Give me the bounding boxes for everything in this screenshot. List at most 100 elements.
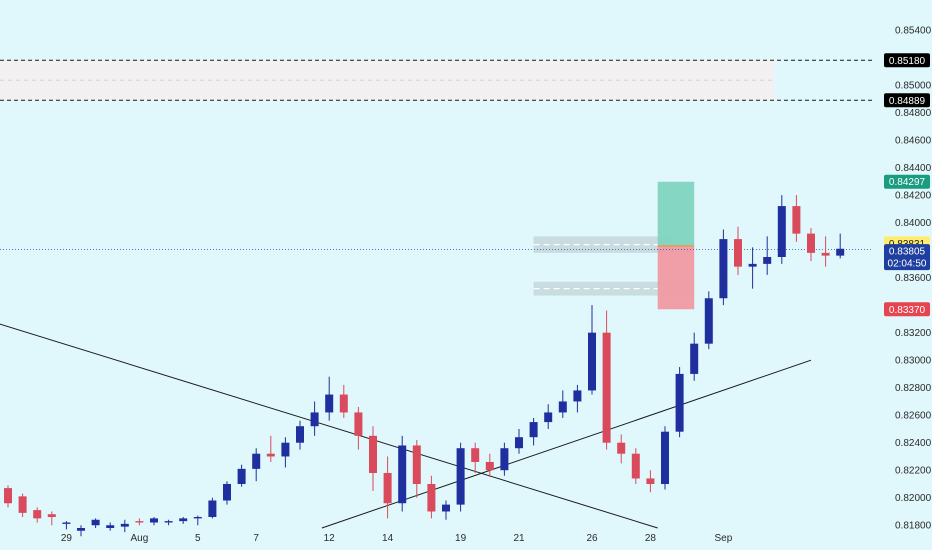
- candle-body: [442, 504, 450, 512]
- candle-body: [529, 422, 538, 438]
- axes-layer: 0.85400 0.85000 0.84800 0.84600 0.84400 0.842…: [61, 26, 932, 544]
- candle-body: [690, 343, 699, 374]
- candle-body: [558, 401, 567, 413]
- candle-body: [471, 448, 480, 462]
- resistance-bottom-tag-text: 0.84889: [889, 96, 926, 107]
- resistance-top-tag: 0.85180: [884, 53, 930, 68]
- candle-body: [33, 510, 42, 519]
- lines-layer: [0, 59, 872, 529]
- resistance-bottom-tag-bg: [884, 93, 930, 108]
- candle-body: [223, 483, 231, 501]
- candle-body: [836, 248, 845, 256]
- resistance-bottom-tag: 0.84889: [884, 93, 930, 108]
- x-tick-label: 5: [195, 533, 201, 544]
- candle-body: [631, 453, 640, 479]
- take-profit-tag-bg: [884, 174, 930, 189]
- candle-body: [485, 461, 494, 471]
- candle-body: [237, 468, 246, 484]
- x-tick-label: 7: [253, 533, 259, 544]
- candle-body: [544, 412, 553, 423]
- candle-body: [821, 252, 830, 256]
- y-tick-label: 0.81800: [895, 521, 932, 532]
- y-tick-label: 0.84800: [895, 108, 932, 119]
- candles-layer: [4, 195, 845, 537]
- x-tick-label: 19: [455, 533, 467, 544]
- candle-body: [296, 426, 304, 443]
- candle-body: [208, 500, 217, 517]
- x-tick-label: 26: [586, 533, 598, 544]
- candle-body: [602, 332, 611, 443]
- resistance-top-tag-text: 0.85180: [889, 56, 926, 67]
- descending-trendline: [0, 323, 658, 529]
- stop-loss-tag-bg: [884, 302, 930, 317]
- x-tick-label: 28: [645, 533, 657, 544]
- y-tick-label: 0.82600: [895, 411, 932, 422]
- x-tick-label: 21: [513, 533, 525, 544]
- candle-body: [179, 518, 188, 522]
- candle-body: [135, 521, 144, 523]
- zones-layer: [0, 60, 775, 310]
- candle-body: [500, 448, 509, 471]
- candle-body: [704, 298, 713, 344]
- candle-body: [91, 519, 100, 526]
- candle-body: [398, 445, 407, 504]
- candle-body: [106, 525, 115, 528]
- stop-loss-tag-text: 0.83370: [889, 305, 926, 316]
- x-tick-label: Sep: [715, 533, 733, 544]
- y-tick-label: 0.85400: [895, 26, 932, 37]
- candle-body: [792, 206, 801, 234]
- candle-body: [734, 239, 742, 267]
- support-upper-zone: [533, 236, 673, 253]
- x-tick-label: 14: [382, 533, 394, 544]
- candle-body: [617, 442, 626, 454]
- x-tick-label: Aug: [131, 533, 149, 544]
- candle-body: [383, 472, 392, 504]
- y-tick-label: 0.84400: [895, 163, 932, 174]
- candle-body: [748, 263, 757, 267]
- current-price-tag-countdown: 02:04:50: [888, 259, 927, 270]
- candle-body: [354, 412, 363, 436]
- candle-body: [588, 332, 596, 391]
- candle-body: [763, 256, 772, 264]
- candle-body: [281, 442, 290, 457]
- candle-body: [661, 431, 669, 484]
- y-tick-label: 0.83600: [895, 273, 932, 284]
- current-price-tag-text: 0.83805: [889, 247, 926, 258]
- candle-body: [456, 448, 465, 505]
- candle-body: [325, 394, 334, 413]
- y-tick-label: 0.83200: [895, 328, 932, 339]
- candle-body: [310, 412, 319, 427]
- y-tick-label: 0.82000: [895, 493, 932, 504]
- y-tick-label: 0.85000: [895, 81, 932, 92]
- current-price-tag-bg: [884, 244, 930, 271]
- candle-body: [427, 483, 436, 512]
- take-profit-zone: [657, 181, 695, 246]
- candle-body: [150, 518, 158, 523]
- candle-body: [77, 528, 85, 531]
- candle-body: [120, 523, 129, 527]
- price-tags-layer: 0.851800.848890.842970.838310.8380502:04…: [884, 53, 930, 317]
- y-tick-label: 0.82400: [895, 438, 932, 449]
- candle-body: [47, 514, 56, 517]
- candle-body: [573, 390, 582, 402]
- candle-body: [4, 488, 12, 504]
- candle-body: [412, 445, 421, 484]
- x-tick-label: 29: [61, 533, 73, 544]
- candle-body: [164, 521, 173, 523]
- candle-body: [807, 233, 815, 253]
- take-profit-tag-text: 0.84297: [889, 177, 926, 188]
- ascending-trendline: [321, 359, 812, 529]
- take-profit-tag: 0.84297: [884, 174, 930, 189]
- candle-body: [266, 453, 275, 457]
- candle-body: [339, 394, 348, 413]
- y-tick-label: 0.83000: [895, 356, 932, 367]
- resistance-top-tag-bg: [884, 53, 930, 68]
- y-tick-label: 0.82200: [895, 466, 932, 477]
- y-tick-label: 0.84200: [895, 191, 932, 202]
- candle-body: [18, 496, 27, 513]
- y-tick-label: 0.84600: [895, 136, 932, 147]
- candle-body: [719, 239, 728, 299]
